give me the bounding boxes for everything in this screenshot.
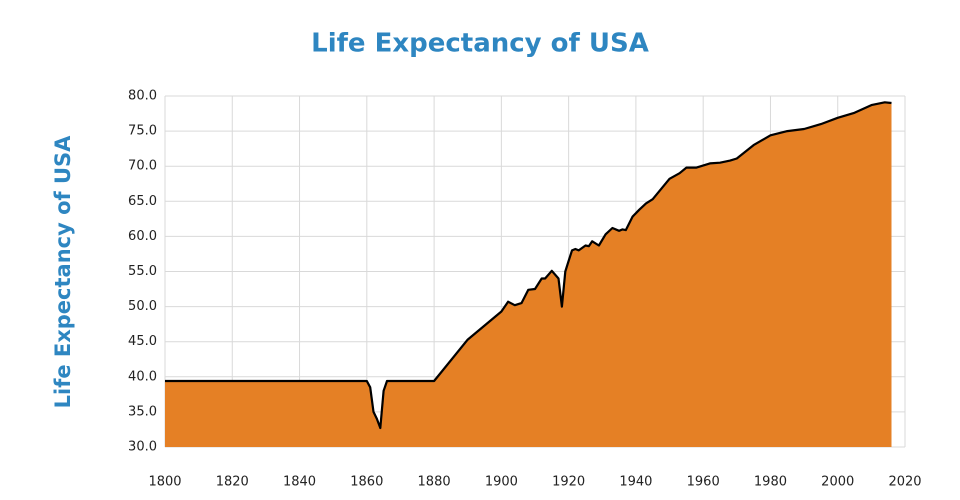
y-tick-label: 60.0 (128, 229, 157, 244)
x-tick-label: 1860 (350, 475, 383, 490)
y-tick-label: 70.0 (128, 159, 157, 174)
x-tick-label: 1960 (687, 475, 720, 490)
x-tick-label: 1980 (754, 475, 787, 490)
x-tick-label: 1800 (148, 475, 181, 490)
x-tick-label: 2020 (888, 475, 921, 490)
y-tick-label: 35.0 (128, 404, 157, 419)
x-tick-label: 2000 (821, 475, 854, 490)
line (165, 101, 892, 430)
y-tick-label: 40.0 (128, 369, 157, 384)
y-tick-label: 80.0 (128, 89, 157, 104)
x-tick-label: 1920 (552, 475, 585, 490)
x-tick-label: 1820 (216, 475, 249, 490)
y-tick-label: 65.0 (128, 194, 157, 209)
y-tick-label: 45.0 (128, 334, 157, 349)
y-tick-label: 55.0 (128, 264, 157, 279)
x-tick-label: 1940 (619, 475, 652, 490)
y-axis-label: Life Expectancy of USA (51, 135, 75, 409)
y-tick-label: 75.0 (128, 124, 157, 139)
chart-title: Life Expectancy of USA (311, 29, 649, 59)
area (165, 102, 892, 448)
x-tick-label: 1840 (283, 475, 316, 490)
y-tick-label: 50.0 (128, 299, 157, 314)
x-tick-label: 1900 (485, 475, 518, 490)
x-tick-label: 1880 (418, 475, 451, 490)
y-tick-label: 30.0 (128, 440, 157, 455)
